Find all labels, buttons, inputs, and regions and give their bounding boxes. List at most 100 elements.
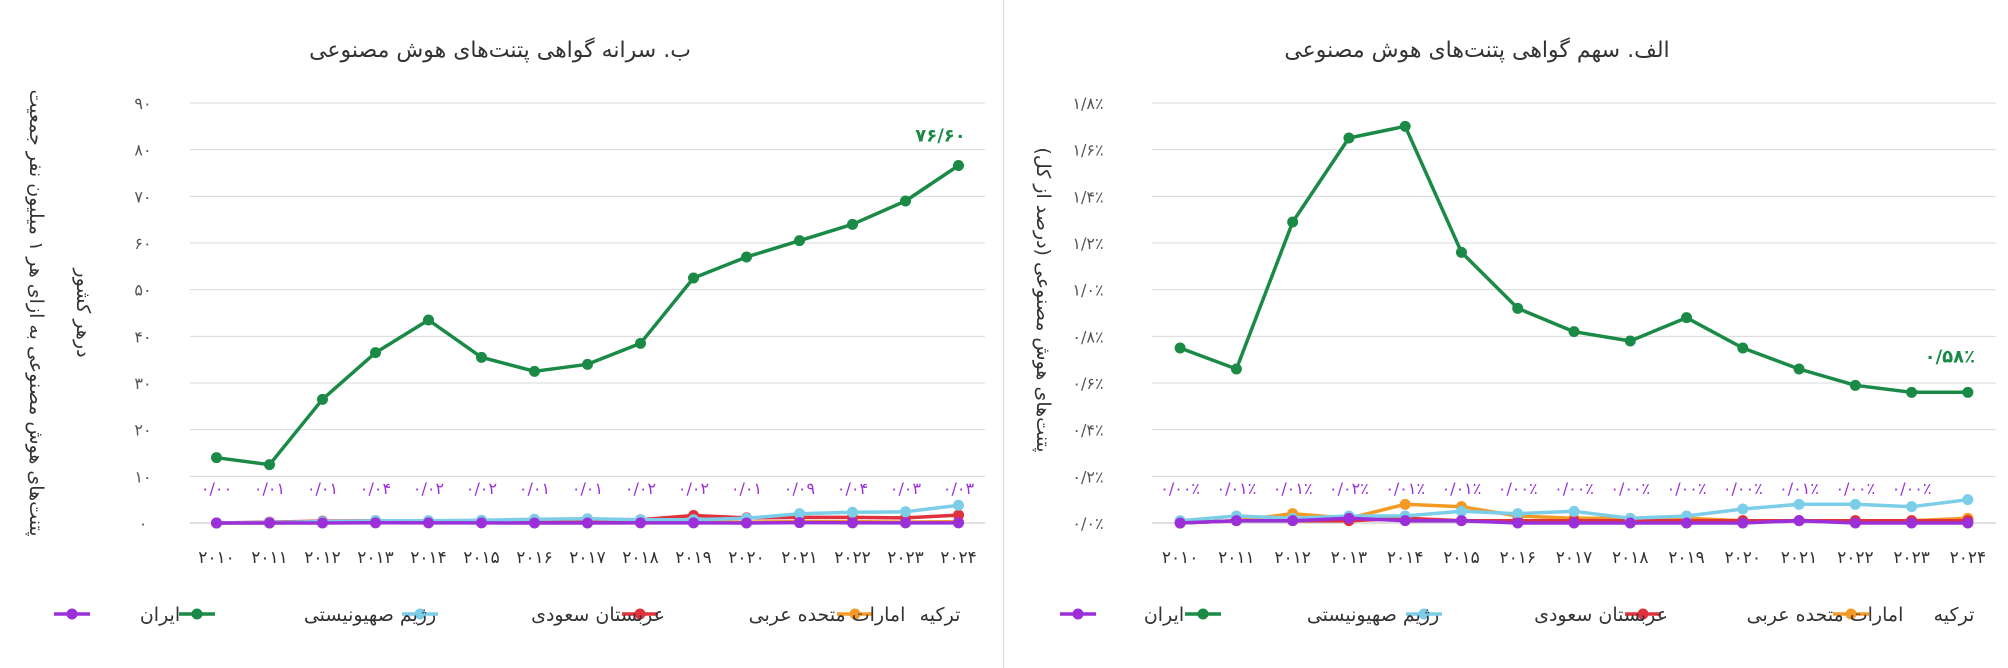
x-tick-label: ۲۰۱۶ [1499,548,1536,568]
x-tick-label: ۲۰۲۲ [1837,548,1874,568]
data-point-iran [1512,517,1524,529]
data-point-iran [1343,512,1355,524]
iran-data-label: ۰/۰۳ [890,479,922,498]
y-tick-label: ۹۰ [134,94,151,113]
y-tick-label: ۱/۲٪ [1072,234,1103,253]
data-point-saudi [1962,494,1974,506]
x-tick-label: ۲۰۱۰ [1162,548,1199,568]
x-tick-label: ۲۰۱۱ [251,548,288,568]
y-tick-label: ۰ [139,514,148,533]
legend-label: ترکیه [920,604,961,626]
data-point-saudi [1906,501,1918,513]
x-tick-label: ۲۰۱۴ [1387,548,1424,568]
data-point-saudi [900,506,911,518]
x-tick-label: ۲۰۱۲ [304,548,341,568]
data-point-iran [847,517,858,529]
legend-marker-dot [1197,608,1209,620]
y-tick-label: ۴۰ [134,327,151,346]
data-point-israel [1568,326,1580,338]
data-point-iran [1681,517,1693,529]
y-tick-label: ۱/۰٪ [1072,281,1103,300]
data-point-israel [741,251,752,263]
panel-divider [1003,0,1004,668]
y-tick-label: ۰/۸٪ [1072,327,1103,346]
iran-data-label: ۰/۰۲ [413,479,444,498]
y-tick-label: ۱/۶٪ [1072,141,1103,160]
legend-item-saudi: عربستان سعودی [402,604,665,626]
legend-marker-dot [1418,608,1430,620]
data-point-saudi [1512,508,1524,520]
data-point-saudi [1455,505,1467,517]
data-point-israel [264,459,275,471]
y-tick-label: ۳۰ [134,374,151,393]
legend-marker-dot [1072,608,1084,620]
y-axis-label: پتنت‌های هوش مصنوعی (درصد از کل) [1032,147,1054,452]
x-tick-label: ۲۰۲۰ [728,548,765,568]
iran-data-label: ۰/۰۱٪ [1385,479,1425,498]
x-tick-label: ۲۰۱۷ [1556,548,1593,568]
data-point-israel [688,272,699,284]
data-point-iran [1849,517,1861,529]
x-tick-label: ۲۰۱۹ [675,548,712,568]
legend-marker-dot [191,608,203,620]
series-line-israel [216,164,960,467]
chart-share: الف. سهم گواهی پتنت‌های هوش مصنوعی پتنت‌ه… [1032,37,1996,626]
data-point-israel [847,218,858,230]
data-point-saudi [953,499,964,511]
iran-data-label: ۰/۰۱٪ [1273,479,1313,498]
data-point-israel [1849,379,1861,391]
data-point-israel [1737,342,1749,354]
x-tick-label: ۲۰۱۳ [357,548,394,568]
data-point-iran [1962,517,1974,529]
iran-data-label: ۰/۰۰ [201,479,232,498]
legend-item-israel: رژیم صهیونیستی [1185,604,1439,626]
x-tick-label: ۲۰۱۷ [569,548,606,568]
data-point-israel [1399,120,1411,132]
data-point-iran [1174,517,1186,529]
data-point-israel [953,160,964,172]
data-point-iran [900,517,911,529]
series-israel [211,160,964,471]
legend-label: رژیم صهیونیستی [1307,604,1439,626]
legend-item-israel: رژیم صهیونیستی [179,604,436,626]
legend-item-turkey: ترکیه [837,604,960,626]
iran-data-label: ۰/۰۲ [625,479,656,498]
data-point-iran [264,517,275,529]
y-tick-label: ۱/۴٪ [1072,187,1103,206]
iran-data-label: ۰/۰۳ [943,479,975,498]
x-tick-label: ۲۰۲۲ [834,548,871,568]
iran-data-label: ۰/۰۲ [466,479,497,498]
legend-marker-dot [414,608,426,620]
data-point-saudi [794,508,805,520]
chart-per-capita: ب. سرانه گواهی پتنت‌های هوش مصنوعی پتنت‌ه… [25,37,985,626]
data-point-israel [423,314,434,326]
y-axis-label-line2: درهر کشور [72,267,94,357]
legend-item-uae: امارات متحده عربی [622,604,905,626]
iran-data-label: ۰/۰۱ [731,479,762,498]
data-point-iran [370,517,381,529]
iran-data-label: ۰/۰۹ [784,479,815,498]
data-point-iran [635,517,646,529]
x-tick-label: ۲۰۲۳ [1893,548,1930,568]
data-point-saudi [847,506,858,518]
x-tick-label: ۲۰۱۸ [622,548,659,568]
data-point-saudi [1793,498,1805,510]
y-tick-label: ۶۰ [134,234,151,253]
x-tick-label: ۲۰۱۶ [516,548,553,568]
iran-data-label: ۰/۰۰٪ [1160,479,1200,498]
y-tick-label: ۵۰ [134,281,151,300]
data-point-israel [1343,132,1355,144]
data-point-israel [1624,335,1636,347]
legend-label: ترکیه [1934,604,1975,626]
data-point-israel [211,452,222,464]
data-point-saudi [1568,505,1580,517]
iran-data-label: ۰/۰۲٪ [1329,479,1369,498]
iran-data-label: ۰/۰۰٪ [1554,479,1594,498]
legend: ترکیه امارات متحده عربی عربستان سعودی رژیم … [54,604,960,626]
y-axis-label: پتنت‌های هوش مصنوعی به ازای هر ۱ میلیون … [25,89,47,536]
data-point-iran [582,517,593,529]
legend-label: ایران [1144,604,1184,626]
x-tick-label: ۲۰۱۲ [1274,548,1311,568]
data-point-saudi [1737,503,1749,515]
